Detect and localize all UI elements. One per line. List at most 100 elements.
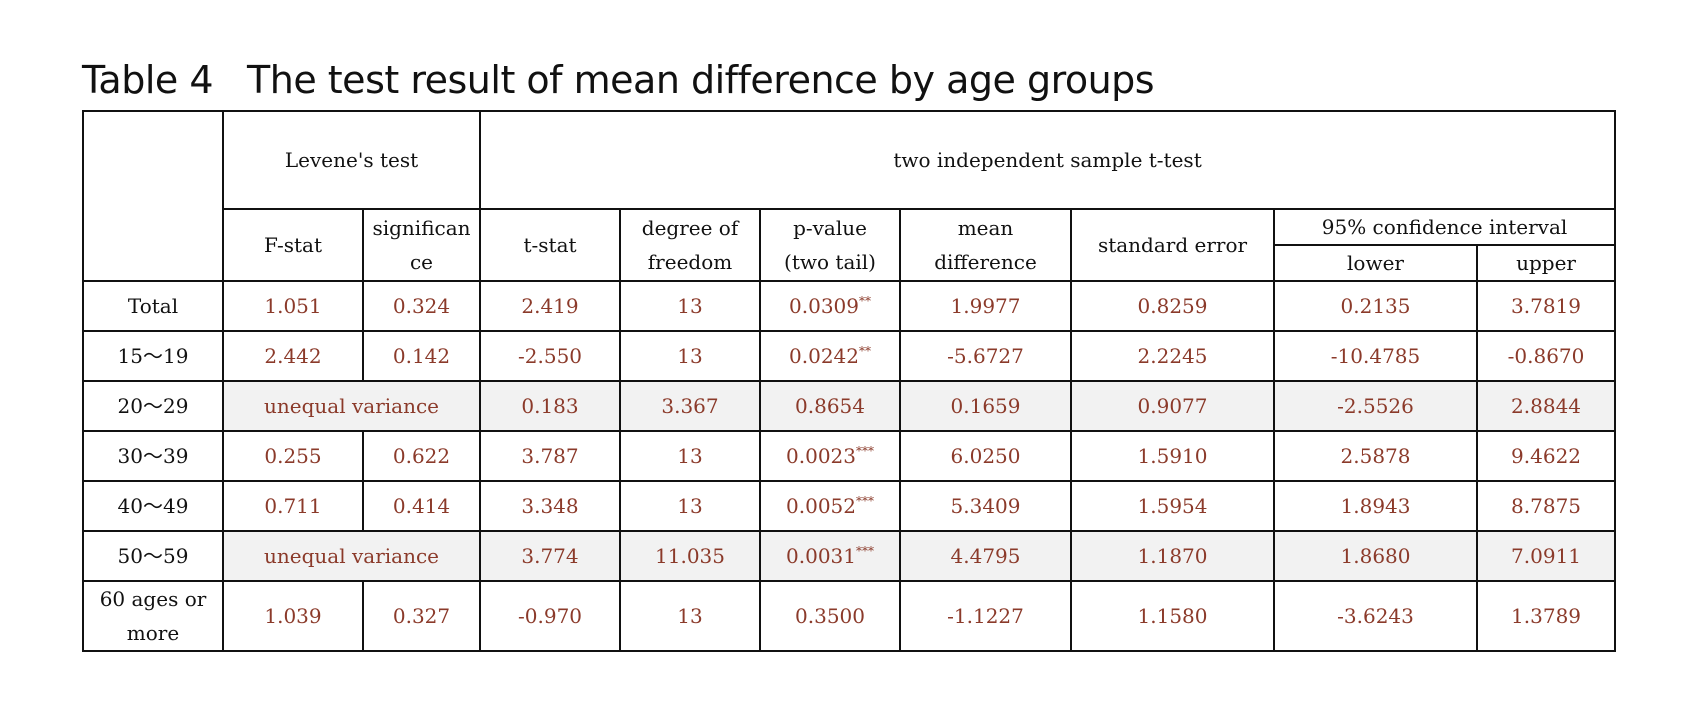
significance-stars: ** <box>859 294 871 308</box>
ci-upper: 8.7875 <box>1476 480 1617 532</box>
t-stat: 3.787 <box>479 430 622 482</box>
mean-difference: 4.4795 <box>899 530 1073 582</box>
ci-upper: 3.7819 <box>1476 280 1617 332</box>
tstat-header: t-stat <box>479 208 622 282</box>
levene-note: unequal variance <box>221 530 482 582</box>
significance-stars: *** <box>856 544 874 558</box>
group-label: 50～59 <box>82 530 224 582</box>
degree-of-freedom: 13 <box>619 580 762 652</box>
p-value: 0.0031*** <box>759 530 902 582</box>
table-row: Total 1.051 0.324 2.419 13 0.0309** 1.99… <box>82 280 1617 332</box>
lower-header: lower <box>1273 244 1479 282</box>
upper-header: upper <box>1476 244 1617 282</box>
significance: 0.324 <box>361 280 482 332</box>
f-stat: 0.255 <box>222 430 364 482</box>
ci-upper: 9.4622 <box>1476 430 1617 482</box>
standard-error: 0.8259 <box>1070 280 1276 332</box>
pvalue-header: p-value (two tail) <box>759 208 902 282</box>
mean-difference-header: mean difference <box>899 208 1073 282</box>
table-row: 50～59 unequal variance 3.774 11.035 0.00… <box>82 530 1617 582</box>
table-number: Table 4 <box>82 58 214 102</box>
header-row-3: lower upper <box>83 244 1617 282</box>
ci-lower: 0.2135 <box>1273 280 1479 332</box>
ci-upper: 2.8844 <box>1476 380 1617 432</box>
f-stat: 0.711 <box>222 480 364 532</box>
table-row: 30～39 0.255 0.622 3.787 13 0.0023*** 6.0… <box>82 430 1617 482</box>
ci-upper: -0.8670 <box>1476 330 1617 382</box>
standard-error-header: standard error <box>1070 208 1276 282</box>
results-table: Levene's test two independent sample t-t… <box>82 110 1617 652</box>
mean-difference: 5.3409 <box>899 480 1073 532</box>
significance-stars: *** <box>856 494 874 508</box>
degree-of-freedom: 13 <box>619 430 762 482</box>
header-row-1: Levene's test two independent sample t-t… <box>82 110 1617 282</box>
standard-error: 2.2245 <box>1070 330 1276 382</box>
p-value: 0.3500 <box>759 580 902 652</box>
table-caption: The test result of mean difference by ag… <box>247 58 1155 102</box>
significance-stars: ** <box>859 344 871 358</box>
significance: 0.142 <box>361 330 482 382</box>
ci-lower: -2.5526 <box>1273 380 1479 432</box>
ci-upper: 1.3789 <box>1476 580 1617 652</box>
degree-of-freedom: 13 <box>619 280 762 332</box>
fstat-header: F-stat <box>222 208 364 282</box>
levene-header: Levene's test <box>221 110 482 210</box>
table-title: Table 4 The test result of mean differenc… <box>82 58 1155 102</box>
f-stat: 1.051 <box>222 280 364 332</box>
t-stat: 0.183 <box>479 380 622 432</box>
standard-error: 1.5910 <box>1070 430 1276 482</box>
group-label: 40～49 <box>82 480 224 532</box>
group-label: Total <box>82 280 224 332</box>
table-row: 40～49 0.711 0.414 3.348 13 0.0052*** 5.3… <box>82 480 1617 532</box>
f-stat: 1.039 <box>222 580 364 652</box>
f-stat: 2.442 <box>222 330 364 382</box>
mean-difference: 1.9977 <box>899 280 1073 332</box>
corner-cell <box>82 110 224 282</box>
t-stat: -0.970 <box>479 580 622 652</box>
degree-of-freedom: 13 <box>619 480 762 532</box>
standard-error: 1.5954 <box>1070 480 1276 532</box>
mean-difference: -5.6727 <box>899 330 1073 382</box>
t-stat: 2.419 <box>479 280 622 332</box>
t-stat: 3.774 <box>479 530 622 582</box>
significance-header: significan ce <box>361 208 482 282</box>
p-value: 0.0242** <box>759 330 902 382</box>
standard-error: 1.1870 <box>1070 530 1276 582</box>
ci-lower: 1.8680 <box>1273 530 1479 582</box>
ci-lower: 1.8943 <box>1273 480 1479 532</box>
table-row: 15～19 2.442 0.142 -2.550 13 0.0242** -5.… <box>82 330 1617 382</box>
ci-lower: -3.6243 <box>1273 580 1479 652</box>
p-value: 0.0052*** <box>759 480 902 532</box>
p-value: 0.0023*** <box>759 430 902 482</box>
t-stat: -2.550 <box>479 330 622 382</box>
p-value: 0.0309** <box>759 280 902 332</box>
group-label: 30～39 <box>82 430 224 482</box>
degree-of-freedom: 11.035 <box>619 530 762 582</box>
ttest-header: two independent sample t-test <box>479 110 1617 210</box>
df-header: degree of freedom <box>619 208 762 282</box>
standard-error: 0.9077 <box>1070 380 1276 432</box>
significance: 0.622 <box>361 430 482 482</box>
group-label: 20～29 <box>82 380 224 432</box>
degree-of-freedom: 13 <box>619 330 762 382</box>
table-row: 60 ages or more 1.039 0.327 -0.970 13 0.3… <box>82 580 1617 652</box>
mean-difference: -1.1227 <box>899 580 1073 652</box>
significance: 0.327 <box>361 580 482 652</box>
t-stat: 3.348 <box>479 480 622 532</box>
significance-stars: *** <box>856 444 874 458</box>
mean-difference: 6.0250 <box>899 430 1073 482</box>
levene-note: unequal variance <box>221 380 482 432</box>
mean-difference: 0.1659 <box>899 380 1073 432</box>
confidence-interval-header: 95% confidence interval <box>1273 208 1617 246</box>
table-row: 20～29 unequal variance 0.183 3.367 0.865… <box>82 380 1617 432</box>
p-value: 0.8654 <box>759 380 902 432</box>
degree-of-freedom: 3.367 <box>619 380 762 432</box>
standard-error: 1.1580 <box>1070 580 1276 652</box>
significance: 0.414 <box>361 480 482 532</box>
group-label: 15～19 <box>82 330 224 382</box>
ci-lower: -10.4785 <box>1273 330 1479 382</box>
ci-upper: 7.0911 <box>1476 530 1617 582</box>
group-label: 60 ages or more <box>82 580 224 652</box>
ci-lower: 2.5878 <box>1273 430 1479 482</box>
header-row-2: F-stat significan ce t-stat degree of free… <box>83 208 1617 282</box>
